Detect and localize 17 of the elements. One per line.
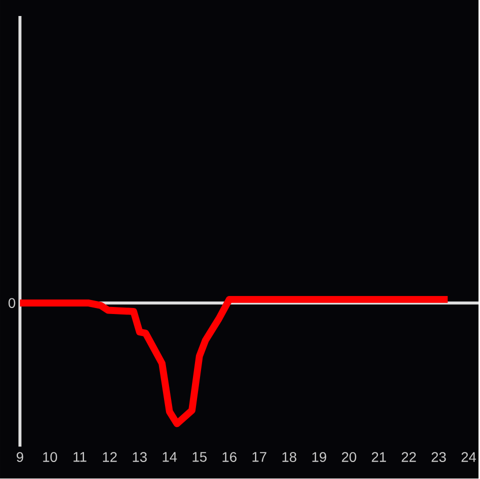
x-tick-label: 19 (312, 452, 326, 462)
x-tick-label: 16 (222, 452, 236, 462)
x-tick-label: 15 (192, 452, 207, 462)
x-tick-label: 24 (462, 452, 476, 462)
x-tick-label: 11 (74, 452, 86, 462)
ref-line-label: 0 (8, 298, 16, 308)
x-tick-label: 22 (402, 452, 416, 462)
x-tick-label: 9 (16, 452, 24, 462)
x-tick-label: 13 (132, 452, 147, 462)
x-tick-label: 14 (162, 452, 177, 462)
x-tick-label: 12 (102, 452, 117, 462)
x-tick-label: 10 (43, 452, 58, 462)
x-tick-label: 21 (372, 452, 386, 462)
x-tick-label: 17 (252, 452, 266, 462)
x-tick-label: 23 (432, 452, 446, 462)
x-tick-label: 20 (342, 452, 356, 462)
x-tick-label: 18 (282, 452, 296, 462)
